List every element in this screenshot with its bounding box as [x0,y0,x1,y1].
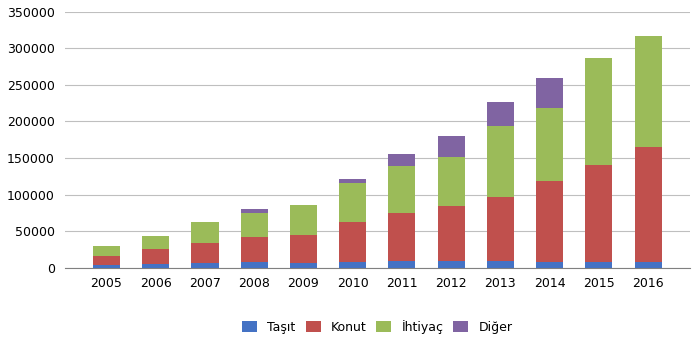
Bar [388,261,415,268]
Bar [388,166,415,213]
Bar [536,181,563,262]
Bar [142,249,169,264]
Bar [93,265,120,268]
Bar [438,261,465,268]
Bar [290,205,317,235]
Bar [487,261,514,268]
Bar [438,136,465,156]
Legend: Taşıt, Konut, İhtiyaç, Diğer: Taşıt, Konut, İhtiyaç, Diğer [243,320,512,334]
Bar [536,108,563,181]
Bar [388,154,415,166]
Bar [192,243,219,263]
Bar [240,209,268,213]
Bar [339,222,366,262]
Bar [240,237,268,262]
Bar [192,222,219,243]
Bar [290,263,317,268]
Bar [585,165,613,262]
Bar [634,262,661,268]
Bar [339,262,366,268]
Bar [93,246,120,256]
Bar [585,58,613,165]
Bar [438,206,465,261]
Bar [487,126,514,197]
Bar [339,179,366,183]
Bar [487,103,514,126]
Bar [240,262,268,268]
Bar [388,213,415,261]
Bar [634,147,661,262]
Bar [142,264,169,268]
Bar [339,183,366,222]
Bar [192,263,219,268]
Bar [487,197,514,261]
Bar [634,36,661,147]
Bar [240,213,268,237]
Bar [93,256,120,265]
Bar [585,262,613,268]
Bar [536,262,563,268]
Bar [290,235,317,263]
Bar [536,78,563,108]
Bar [438,156,465,206]
Bar [142,236,169,249]
